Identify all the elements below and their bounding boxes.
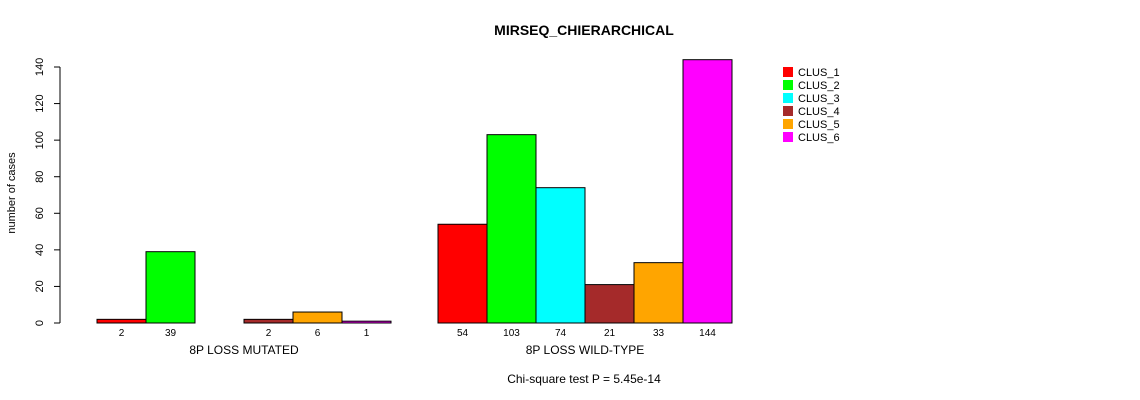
group-labels: 8P LOSS MUTATED 8P LOSS WILD-TYPE	[189, 343, 644, 357]
bar-clus-4-group-1	[243, 318, 294, 324]
count-label: 103	[503, 328, 520, 339]
legend-swatch	[783, 80, 793, 90]
group-label: 8P LOSS WILD-TYPE	[526, 343, 644, 357]
count-label: 2	[119, 328, 125, 339]
bar-clus-4-group-2	[584, 284, 635, 324]
y-tick-label: 20	[34, 280, 46, 292]
count-label: 144	[699, 328, 716, 339]
legend-label: CLUS_6	[798, 132, 840, 144]
count-label: 39	[165, 328, 177, 339]
bar-clus-2-group-2	[486, 134, 537, 324]
y-tick-label: 60	[34, 207, 46, 219]
count-label: 2	[266, 328, 272, 339]
y-axis-label: number of cases	[6, 152, 18, 234]
count-label: 1	[364, 328, 370, 339]
legend-swatch	[783, 93, 793, 103]
count-label: 6	[315, 328, 321, 339]
legend-label: CLUS_4	[798, 106, 840, 118]
legend-swatch	[783, 106, 793, 116]
legend-label: CLUS_3	[798, 93, 840, 105]
count-label: 54	[457, 328, 469, 339]
legend-label: CLUS_1	[798, 67, 840, 79]
bar-clus-1-group-1	[96, 318, 147, 324]
legend-label: CLUS_5	[798, 119, 840, 131]
count-labels: 2 39 2 6 1 54 103 74 21 33 144	[119, 328, 717, 339]
y-tick-label: 120	[34, 94, 46, 112]
y-tick-label: 140	[34, 58, 46, 76]
bar-clus-2-group-1	[145, 251, 196, 324]
legend-swatch	[783, 132, 793, 142]
chart-title: MIRSEQ_CHIERARCHICAL	[494, 22, 674, 38]
count-label: 33	[653, 328, 665, 339]
bar-clus-5-group-2	[633, 262, 684, 324]
legend-swatch	[783, 67, 793, 77]
group-label: 8P LOSS MUTATED	[189, 343, 299, 357]
chi-square-footnote: Chi-square test P = 5.45e-14	[507, 372, 661, 386]
legend-swatch	[783, 119, 793, 129]
count-label: 21	[604, 328, 616, 339]
bar-clus-3-group-2	[535, 187, 586, 324]
bar-clus-1-group-2	[437, 223, 488, 324]
bar-clus-5-group-1	[292, 311, 343, 324]
y-tick-label: 100	[34, 131, 46, 149]
bar-clus-6-group-2	[682, 59, 733, 324]
y-tick-label: 40	[34, 244, 46, 256]
count-label: 74	[555, 328, 567, 339]
bars	[96, 59, 733, 324]
y-tick-label: 80	[34, 171, 46, 183]
legend-label: CLUS_2	[798, 80, 840, 92]
y-tick-label: 0	[34, 320, 46, 326]
bar-clus-6-group-1	[341, 320, 392, 324]
y-axis: 0 20 40 60 80 100 120 140	[34, 58, 61, 326]
